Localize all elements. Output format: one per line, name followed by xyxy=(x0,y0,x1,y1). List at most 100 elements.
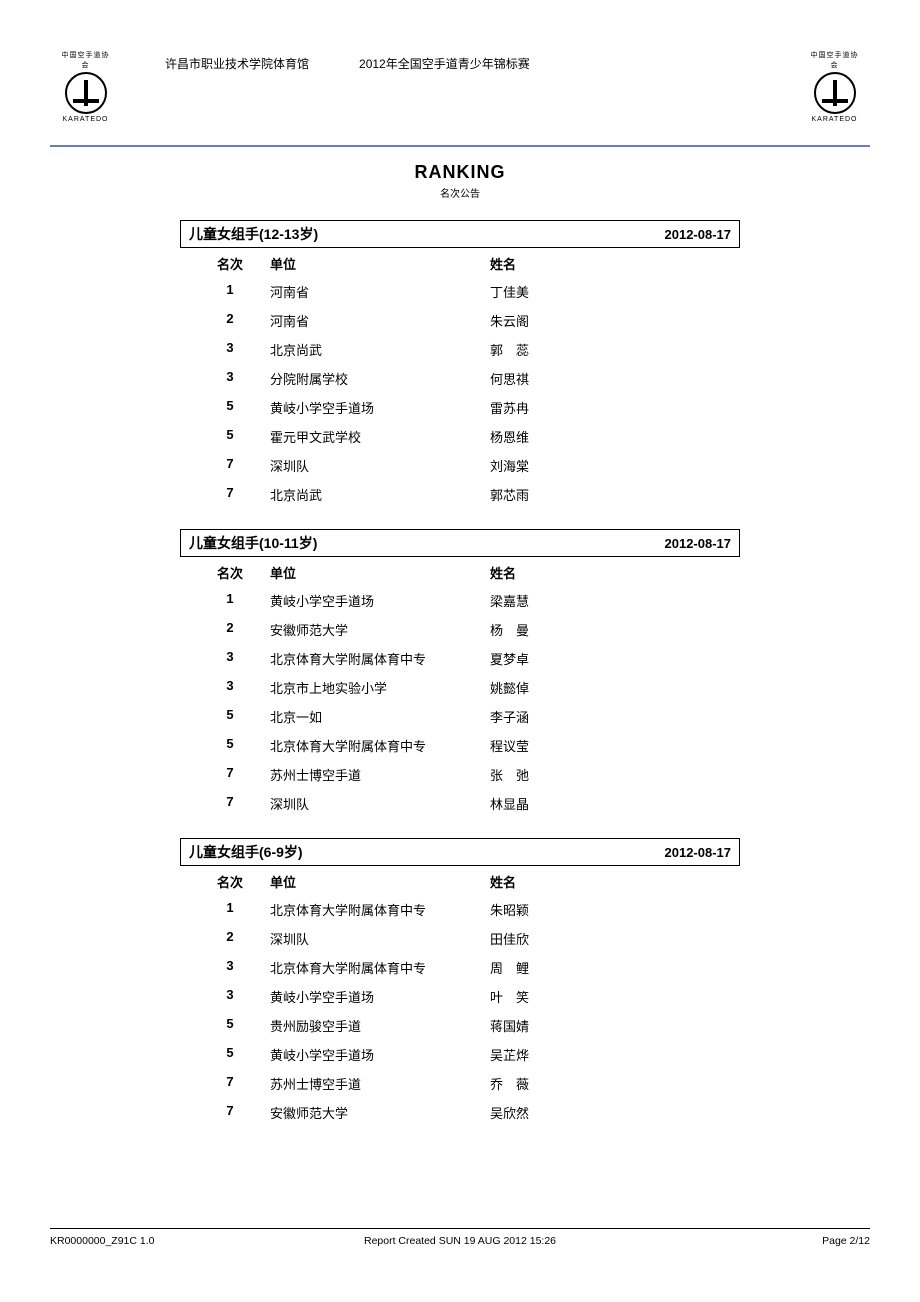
cell-name: 朱云阁 xyxy=(490,311,590,330)
table-row: 2深圳队田佳欣 xyxy=(180,924,740,953)
section-header: 儿童女组手(10-11岁) 2012-08-17 xyxy=(180,529,740,557)
table-row: 1黄岐小学空手道场梁嘉慧 xyxy=(180,586,740,615)
cell-name: 何思祺 xyxy=(490,369,590,388)
table-row: 1河南省丁佳美 xyxy=(180,277,740,306)
section-date: 2012-08-17 xyxy=(665,536,732,551)
cell-rank: 7 xyxy=(180,485,260,504)
ranking-section: 儿童女组手(6-9岁)2012-08-17名次单位姓名1北京体育大学附属体育中专… xyxy=(180,838,740,1127)
cell-rank: 5 xyxy=(180,1045,260,1064)
table-row: 7北京尚武郭芯雨 xyxy=(180,480,740,509)
ranking-table: 名次单位姓名1北京体育大学附属体育中专朱昭颖2深圳队田佳欣3北京体育大学附属体育… xyxy=(180,866,740,1127)
cell-rank: 7 xyxy=(180,456,260,475)
ranking-subtitle: 名次公告 xyxy=(0,185,920,200)
ranking-section: 儿童女组手(12-13岁)2012-08-17名次单位姓名1河南省丁佳美2河南省… xyxy=(180,220,740,509)
cell-unit: 河南省 xyxy=(260,311,490,330)
section-header: 儿童女组手(12-13岁) 2012-08-17 xyxy=(180,220,740,248)
section-title: 儿童女组手(10-11岁) xyxy=(189,533,317,553)
table-row: 7安徽师范大学吴欣然 xyxy=(180,1098,740,1127)
table-row: 7深圳队刘海棠 xyxy=(180,451,740,480)
column-header-unit: 单位 xyxy=(260,254,490,273)
cell-name: 雷苏冉 xyxy=(490,398,590,417)
table-row: 3北京市上地实验小学姚懿倬 xyxy=(180,673,740,702)
cell-unit: 深圳队 xyxy=(260,794,490,813)
cell-name: 郭 蕊 xyxy=(490,340,590,359)
cell-name: 杨 曼 xyxy=(490,620,590,639)
cell-unit: 黄岐小学空手道场 xyxy=(260,398,490,417)
section-date: 2012-08-17 xyxy=(665,227,732,242)
table-row: 3分院附属学校何思祺 xyxy=(180,364,740,393)
table-row: 5北京体育大学附属体育中专程议莹 xyxy=(180,731,740,760)
cell-unit: 深圳队 xyxy=(260,929,490,948)
cell-unit: 北京体育大学附属体育中专 xyxy=(260,958,490,977)
cell-name: 李子涵 xyxy=(490,707,590,726)
logo-text-bottom: KARATEDO xyxy=(58,116,113,123)
cell-rank: 5 xyxy=(180,736,260,755)
cell-name: 郭芯雨 xyxy=(490,485,590,504)
column-header-name: 姓名 xyxy=(490,563,590,582)
table-row: 3北京尚武郭 蕊 xyxy=(180,335,740,364)
table-row: 1北京体育大学附属体育中专朱昭颖 xyxy=(180,895,740,924)
footer-right: Page 2/12 xyxy=(822,1235,870,1247)
cell-name: 程议莹 xyxy=(490,736,590,755)
header-divider xyxy=(50,145,870,147)
cell-rank: 7 xyxy=(180,1074,260,1093)
column-header-unit: 单位 xyxy=(260,563,490,582)
cell-name: 蒋国婧 xyxy=(490,1016,590,1035)
section-title: 儿童女组手(6-9岁) xyxy=(189,842,303,862)
cell-rank: 1 xyxy=(180,282,260,301)
ranking-table: 名次单位姓名1河南省丁佳美2河南省朱云阁3北京尚武郭 蕊3分院附属学校何思祺5黄… xyxy=(180,248,740,509)
cell-rank: 5 xyxy=(180,427,260,446)
cell-unit: 北京尚武 xyxy=(260,485,490,504)
table-row: 5黄岐小学空手道场吴芷烨 xyxy=(180,1040,740,1069)
logo-symbol xyxy=(65,72,107,114)
cell-rank: 1 xyxy=(180,900,260,919)
table-row: 7苏州士博空手道乔 薇 xyxy=(180,1069,740,1098)
page-header: 中国空手道协会 KARATEDO 许昌市职业技术学院体育馆 2012年全国空手道… xyxy=(0,0,920,145)
cell-rank: 3 xyxy=(180,340,260,359)
table-header: 名次单位姓名 xyxy=(180,866,740,895)
page-footer: KR0000000_Z91C 1.0 Report Created SUN 19… xyxy=(50,1228,870,1247)
table-row: 7深圳队林显晶 xyxy=(180,789,740,818)
cell-unit: 黄岐小学空手道场 xyxy=(260,987,490,1006)
cell-rank: 3 xyxy=(180,649,260,668)
cell-unit: 安徽师范大学 xyxy=(260,620,490,639)
cell-name: 林显晶 xyxy=(490,794,590,813)
logo-symbol xyxy=(814,72,856,114)
column-header-name: 姓名 xyxy=(490,872,590,891)
cell-unit: 安徽师范大学 xyxy=(260,1103,490,1122)
table-header: 名次单位姓名 xyxy=(180,248,740,277)
cell-rank: 5 xyxy=(180,398,260,417)
cell-name: 朱昭颖 xyxy=(490,900,590,919)
cell-rank: 7 xyxy=(180,765,260,784)
cell-rank: 5 xyxy=(180,1016,260,1035)
section-date: 2012-08-17 xyxy=(665,845,732,860)
sections-container: 儿童女组手(12-13岁)2012-08-17名次单位姓名1河南省丁佳美2河南省… xyxy=(0,220,920,1127)
cell-unit: 深圳队 xyxy=(260,456,490,475)
cell-rank: 3 xyxy=(180,678,260,697)
cell-unit: 霍元甲文武学校 xyxy=(260,427,490,446)
cell-unit: 北京体育大学附属体育中专 xyxy=(260,900,490,919)
cell-name: 梁嘉慧 xyxy=(490,591,590,610)
cell-rank: 7 xyxy=(180,794,260,813)
section-title: 儿童女组手(12-13岁) xyxy=(189,224,318,244)
cell-name: 周 鲤 xyxy=(490,958,590,977)
cell-rank: 5 xyxy=(180,707,260,726)
cell-rank: 1 xyxy=(180,591,260,610)
cell-name: 叶 笑 xyxy=(490,987,590,1006)
cell-unit: 贵州励骏空手道 xyxy=(260,1016,490,1035)
cell-name: 吴欣然 xyxy=(490,1103,590,1122)
cell-rank: 3 xyxy=(180,987,260,1006)
logo-right: 中国空手道协会 KARATEDO xyxy=(807,50,862,125)
cell-unit: 苏州士博空手道 xyxy=(260,1074,490,1093)
table-row: 3北京体育大学附属体育中专夏梦卓 xyxy=(180,644,740,673)
cell-rank: 3 xyxy=(180,958,260,977)
column-header-rank: 名次 xyxy=(180,563,260,582)
cell-rank: 7 xyxy=(180,1103,260,1122)
cell-unit: 河南省 xyxy=(260,282,490,301)
footer-center: Report Created SUN 19 AUG 2012 15:26 xyxy=(364,1235,556,1247)
footer-left: KR0000000_Z91C 1.0 xyxy=(50,1235,155,1247)
cell-unit: 分院附属学校 xyxy=(260,369,490,388)
ranking-title: RANKING xyxy=(0,162,920,183)
ranking-title-block: RANKING 名次公告 xyxy=(0,162,920,200)
table-row: 3黄岐小学空手道场叶 笑 xyxy=(180,982,740,1011)
